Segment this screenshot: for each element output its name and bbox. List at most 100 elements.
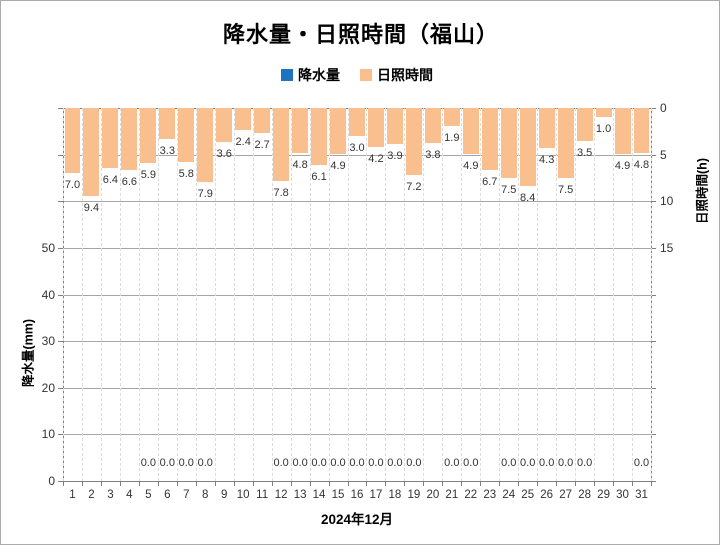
x-axis-tick [632,481,634,486]
v-gridline [233,108,235,481]
x-axis-tick [461,481,463,486]
precipitation-value-label: 0.0 [557,457,574,469]
sunshine-value-label: 4.9 [330,159,346,172]
precipitation-value-label: 0.0 [349,457,365,469]
x-axis-tick [290,481,292,486]
left-axis-tick-label: 50 [41,240,55,255]
precipitation-value-label: 0.0 [140,457,156,469]
sunshine-value-label: 6.6 [121,175,138,188]
precipitation-value-label: 0.0 [576,457,593,469]
precipitation-value-label: 0.0 [387,457,403,469]
left-axis-tick [58,247,63,249]
x-axis-tick [252,481,254,486]
x-axis-tick [328,481,330,486]
x-axis-tick [442,481,444,486]
left-axis-tick [58,108,63,109]
right-axis-tick-label: 5 [660,147,667,162]
h-gridline [63,154,651,156]
right-axis-title: 日照時間(h) [695,158,710,224]
sunshine-bar [595,108,612,118]
day-label: 15 [331,489,345,501]
x-axis-tick [575,481,577,486]
sunshine-value-label: 4.2 [368,153,384,166]
right-axis-tick-label: 15 [660,240,674,255]
chart-title: 降水量・日照時間（福山） [222,22,499,47]
sunshine-value-label: 8.4 [520,192,536,205]
sunshine-bar [292,108,309,153]
precipitation-value-label: 0.0 [406,457,422,469]
day-label: 29 [597,489,610,501]
x-axis-tick [176,481,178,486]
sunshine-value-label: 1.0 [595,123,612,136]
sunshine-bar [254,108,271,134]
left-axis-tick-label: 20 [41,380,55,395]
sunshine-bar [633,108,650,153]
v-gridline [252,108,254,481]
v-gridline [632,108,634,481]
v-gridline [195,108,197,481]
precipitation-value-label: 0.0 [273,457,289,469]
sunshine-value-label: 7.9 [197,187,213,200]
right-axis-tick [651,108,656,109]
day-label: 24 [502,489,516,501]
day-label: 11 [256,489,269,501]
left-axis-tick [58,341,63,343]
h-gridline [63,434,651,436]
sunshine-value-label: 4.9 [614,159,631,172]
sunshine-bar [235,108,252,131]
day-label: 16 [350,489,364,501]
right-axis-tick [651,247,656,249]
v-gridline [480,108,482,481]
day-label: 21 [445,489,459,501]
day-label: 6 [164,489,171,501]
v-gridline [461,108,463,481]
precipitation-value-label: 0.0 [311,457,327,469]
precipitation-value-label: 0.0 [463,457,479,469]
day-label: 22 [464,489,478,501]
x-axis-tick [499,481,501,486]
sunshine-value-label: 4.8 [633,158,650,171]
x-axis-tick [233,481,235,486]
precipitation-value-label: 0.0 [444,457,460,469]
v-gridline [347,108,349,481]
right-axis-tick [651,341,656,343]
x-axis-tick [157,481,159,486]
x-axis-tick [613,481,615,486]
right-axis-tick-label: 10 [660,194,674,209]
day-label: 26 [540,489,554,501]
v-gridline [290,108,292,481]
v-gridline [328,108,330,481]
x-axis-tick [347,481,349,486]
sunshine-bar [102,108,119,168]
sunshine-value-label: 3.0 [349,141,365,154]
day-label: 20 [426,489,440,501]
precipitation-value-label: 0.0 [539,457,555,469]
precipitation-value-label: 0.0 [501,457,517,469]
sunshine-bar [330,108,346,154]
day-label: 3 [107,489,114,501]
left-axis-tick [58,154,63,156]
v-gridline [138,108,140,481]
h-gridline [63,481,651,482]
sunshine-bar [140,108,157,164]
left-axis-tick-label: 10 [41,427,55,442]
precipitation-value-label: 0.0 [178,457,194,469]
precipitation-swatch [281,69,293,81]
precipitation-value-label: 0.0 [368,457,384,469]
right-axis-tick-label: 0 [660,101,667,115]
x-axis-tick [594,481,596,486]
sunshine-bar [576,108,593,141]
sunshine-value-label: 2.4 [235,136,251,149]
legend-label-sunshine: 日照時間 [377,67,433,83]
left-axis-tick [58,201,63,203]
day-label: 1 [69,489,76,501]
right-axis-tick [651,294,656,296]
day-label: 10 [236,489,250,501]
sunshine-bar [443,108,460,126]
sunshine-value-label: 7.5 [501,183,517,196]
v-gridline [119,108,121,481]
left-axis-tick [58,434,63,436]
sunshine-value-label: 3.6 [216,147,232,160]
day-label: 13 [293,489,307,501]
sunshine-bar [519,108,536,187]
